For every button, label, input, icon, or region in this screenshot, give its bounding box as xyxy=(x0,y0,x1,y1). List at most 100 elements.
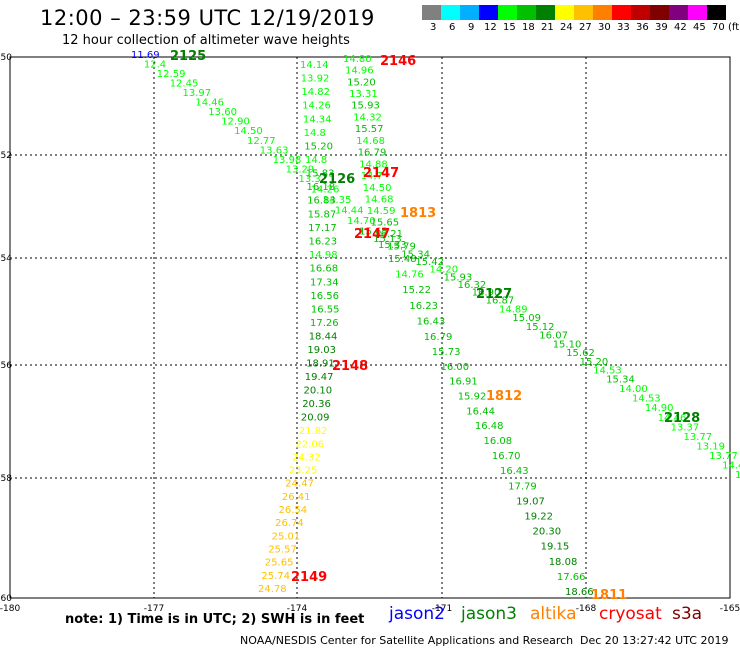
wave-height-value: 15.87 xyxy=(308,209,337,220)
wave-height-value: 19.47 xyxy=(305,372,334,383)
wave-height-value: 17.79 xyxy=(508,481,537,492)
wave-height-value: 16.21 xyxy=(374,229,403,240)
wave-height-value: 20.09 xyxy=(301,413,330,424)
wave-height-value: 14.59 xyxy=(367,206,396,217)
wave-height-value: 14.90 xyxy=(645,403,674,414)
wave-height-value: 15.65 xyxy=(371,218,400,229)
wave-height-value: 16.68 xyxy=(310,264,339,275)
wave-height-value: 16.07 xyxy=(539,331,568,342)
wave-height-value: 15.79 xyxy=(387,242,416,253)
wave-height-value: 14.26 xyxy=(302,101,331,112)
latitude-label: -54 xyxy=(0,254,12,264)
wave-height-value: 18.08 xyxy=(549,557,578,568)
legend-swatch xyxy=(479,5,498,20)
wave-height-value: 15.09 xyxy=(512,313,541,324)
wave-height-value: 14.50 xyxy=(363,183,392,194)
wave-height-value: 16.43 xyxy=(417,316,446,327)
legend-swatch xyxy=(422,5,441,20)
wave-height-value: 13.77 xyxy=(709,451,738,462)
legend-swatch xyxy=(517,5,536,20)
legend-swatch xyxy=(669,5,688,20)
legend-swatch xyxy=(498,5,517,20)
pass-labels: 2125 2146 2126 2147 1813 2147 2127 2148 1812 2128… xyxy=(170,49,700,603)
satellite-s3a: s3a xyxy=(672,604,703,624)
wave-height-value: 13.63 xyxy=(260,145,289,156)
legend-label: 39 xyxy=(655,22,668,33)
wave-height-value: 16.79 xyxy=(424,332,453,343)
wave-height-value: 12.77 xyxy=(247,136,276,147)
wave-height-value: 15.93 xyxy=(444,272,473,283)
wave-height-value: 13.97 xyxy=(183,88,212,99)
latitude-label: -58 xyxy=(0,474,12,484)
wave-height-value: 14.82 xyxy=(301,87,330,98)
track-2146-2147: 14.8014.9615.2013.3115.9314.3215.5714.68… xyxy=(343,54,407,251)
wave-height-value: 26.41 xyxy=(282,492,311,503)
wave-height-value: 15.92 xyxy=(458,392,487,403)
legend-label: 27 xyxy=(579,22,592,33)
pass-id-label: 1813 xyxy=(400,206,436,221)
track-2147-2149: 14.14 13.92 14.82 14.26 14.34 14.8 15.20 14.8 15… xyxy=(258,60,340,595)
wave-height-value: 13.29 xyxy=(286,164,315,175)
wave-height-value: 24.32 xyxy=(292,452,321,463)
longitude-label: -168 xyxy=(576,604,597,614)
wave-height-value: 14.26 xyxy=(311,184,340,195)
wave-height-value: 16.90 xyxy=(472,288,501,299)
legend-label: 33 xyxy=(617,22,630,33)
pass-id-label: 1812 xyxy=(486,389,522,404)
wave-height-value: 14.8 xyxy=(305,155,327,166)
wave-height-value: 14.49 xyxy=(722,461,740,472)
legend-swatch xyxy=(574,5,593,20)
wave-height-value: 13.98 xyxy=(273,155,302,166)
legend-label: 6 xyxy=(449,22,456,33)
page-subtitle: 12 hour collection of altimeter wave hei… xyxy=(62,33,350,48)
pass-id-label: 2127 xyxy=(476,287,512,302)
legend-label: 21 xyxy=(541,22,554,33)
legend-label: 30 xyxy=(598,22,611,33)
longitude-label: -165 xyxy=(720,604,740,614)
wave-height-value: 13.3 xyxy=(299,174,321,185)
pass-id-label: 2147 xyxy=(363,166,399,181)
legend-label: 36 xyxy=(636,22,649,33)
latitude-label: -50 xyxy=(0,53,12,63)
satellite-cryosat: cryosat xyxy=(599,604,662,624)
wave-height-value: 17.17 xyxy=(308,223,337,234)
note-text: note: 1) Time is in UTC; 2) SWH is in fe… xyxy=(65,612,365,627)
wave-height-value: 14.14 xyxy=(300,60,329,71)
wave-height-value: 14.50 xyxy=(234,126,263,137)
wave-height-value: 23.25 xyxy=(289,466,318,477)
wave-height-value: 17.26 xyxy=(310,318,339,329)
wave-height-value: 15.65 xyxy=(359,226,388,237)
wave-height-value: 12.45 xyxy=(170,79,199,90)
wave-height-value: 14.76 xyxy=(395,270,424,281)
wave-height-value: 18.44 xyxy=(309,332,338,343)
wave-height-value: 14.70 xyxy=(347,216,376,227)
wave-height-value: 18.66 xyxy=(565,587,594,598)
legend-label: 70 xyxy=(712,22,725,33)
wave-height-value: 19.15 xyxy=(541,542,570,553)
pass-id-label: 2149 xyxy=(291,570,327,585)
track-2125-2128: 11.6912.412.5912.4513.9714.4613.6012.901… xyxy=(131,50,740,481)
pass-id-label: 2147 xyxy=(354,227,390,242)
wave-height-value: 16.08 xyxy=(484,436,513,447)
wave-height-value: 14.35 xyxy=(323,195,352,206)
wave-height-value: 15.83 xyxy=(306,169,335,180)
wave-height-value: 15.20 xyxy=(580,357,609,368)
wave-height-value: 11.69 xyxy=(131,50,160,61)
wave-height-value: 19.22 xyxy=(524,512,553,523)
wave-height-value: 15.20 xyxy=(304,141,333,152)
wave-height-value: 24.78 xyxy=(258,584,287,595)
wave-height-value: 15.22 xyxy=(402,285,431,296)
wave-height-value: 17.66 xyxy=(557,572,586,583)
wave-height-value: 14.53 xyxy=(593,366,622,377)
page-title: 12:00 – 23:59 UTC 12/19/2019 xyxy=(40,6,375,30)
wave-height-value: 14.96 xyxy=(345,66,374,77)
longitude-label: -171 xyxy=(432,604,452,614)
footer-source: NOAA/NESDIS Center for Satellite Applica… xyxy=(240,634,574,647)
legend-label: 12 xyxy=(484,22,497,33)
wave-height-value: 16.23 xyxy=(309,237,338,248)
wave-height-value: 16.55 xyxy=(311,304,340,315)
legend-label: 24 xyxy=(560,22,573,33)
legend-swatch xyxy=(612,5,631,20)
